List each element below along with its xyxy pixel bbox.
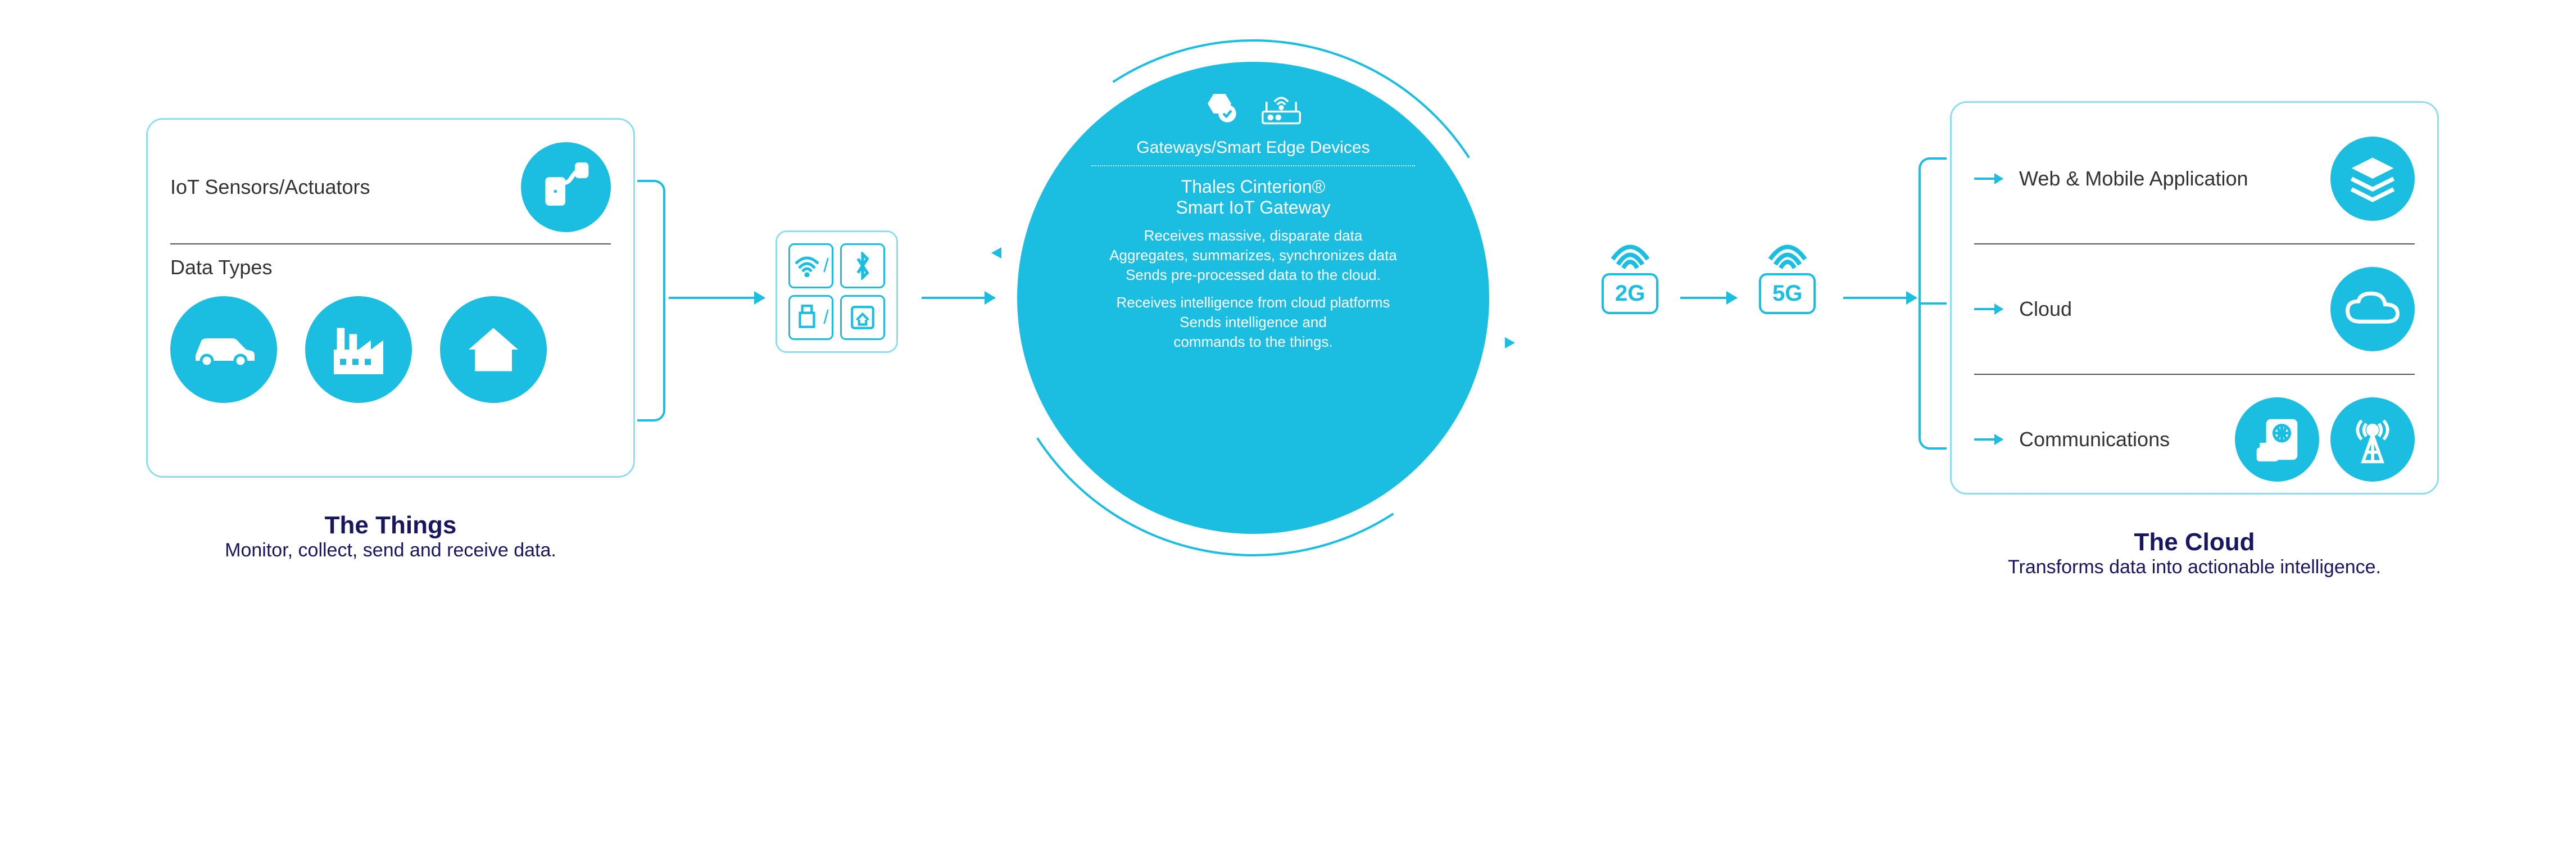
sensor-plug-icon bbox=[521, 142, 611, 232]
usb-icon: / bbox=[788, 295, 833, 340]
wifi-icon: / bbox=[788, 243, 833, 288]
hex-shield-icon bbox=[1200, 90, 1239, 129]
network-5g-label: 5G bbox=[1759, 273, 1816, 314]
flow-arrow bbox=[922, 297, 995, 299]
gateway-body-1: Receives massive, disparate data Aggrega… bbox=[1109, 226, 1397, 285]
flow-arrow bbox=[1680, 297, 1736, 299]
arrow-icon bbox=[1974, 438, 2002, 441]
types-label: Data Types bbox=[170, 256, 611, 279]
network-2g: 2G bbox=[1602, 242, 1658, 314]
connectivity-box: / / bbox=[775, 230, 898, 353]
factory-icon bbox=[305, 296, 412, 403]
things-subtitle: Monitor, collect, send and receive data. bbox=[146, 540, 635, 561]
globe-card-icon bbox=[2235, 397, 2319, 482]
divider bbox=[170, 243, 611, 244]
cloud-title: The Cloud bbox=[1950, 528, 2439, 556]
arrow-icon bbox=[1974, 308, 2002, 310]
router-icon bbox=[1256, 90, 1307, 129]
cloud-row-cloud-label: Cloud bbox=[2019, 297, 2314, 321]
cloud-icon bbox=[2330, 267, 2415, 351]
cloud-row-web-label: Web & Mobile Application bbox=[2019, 167, 2314, 191]
cloud-subtitle: Transforms data into actionable intellig… bbox=[1950, 556, 2439, 578]
home-net-icon bbox=[840, 295, 885, 340]
gateway-title-1: Thales Cinterion® bbox=[1181, 176, 1326, 197]
gateway-body-2: Receives intelligence from cloud platfor… bbox=[1117, 293, 1390, 352]
cloud-panel: Web & Mobile Application Cloud Communica… bbox=[1950, 101, 2439, 495]
things-panel: IoT Sensors/Actuators Data Types bbox=[146, 118, 635, 478]
things-section-caption: The Things Monitor, collect, send and re… bbox=[146, 511, 635, 561]
car-icon bbox=[170, 296, 277, 403]
home-icon bbox=[440, 296, 547, 403]
things-title: The Things bbox=[146, 511, 635, 540]
flow-arrow bbox=[669, 297, 764, 299]
gateway-heading: Gateways/Smart Edge Devices bbox=[1136, 138, 1369, 157]
cloud-section-caption: The Cloud Transforms data into actionabl… bbox=[1950, 528, 2439, 578]
network-5g: 5G bbox=[1759, 242, 1816, 314]
antenna-icon bbox=[2330, 397, 2415, 482]
gateway-circle: Gateways/Smart Edge Devices Thales Cinte… bbox=[1017, 62, 1489, 534]
things-bracket bbox=[637, 180, 665, 422]
bluetooth-icon bbox=[840, 243, 885, 288]
arrow-icon bbox=[1974, 178, 2002, 180]
flow-arrow bbox=[1843, 297, 1916, 299]
gateway-title-2: Smart IoT Gateway bbox=[1176, 197, 1330, 218]
layers-icon bbox=[2330, 137, 2415, 221]
network-2g-label: 2G bbox=[1602, 273, 1658, 314]
cloud-row-comm-label: Communications bbox=[2019, 428, 2218, 451]
sensors-label: IoT Sensors/Actuators bbox=[170, 175, 370, 199]
